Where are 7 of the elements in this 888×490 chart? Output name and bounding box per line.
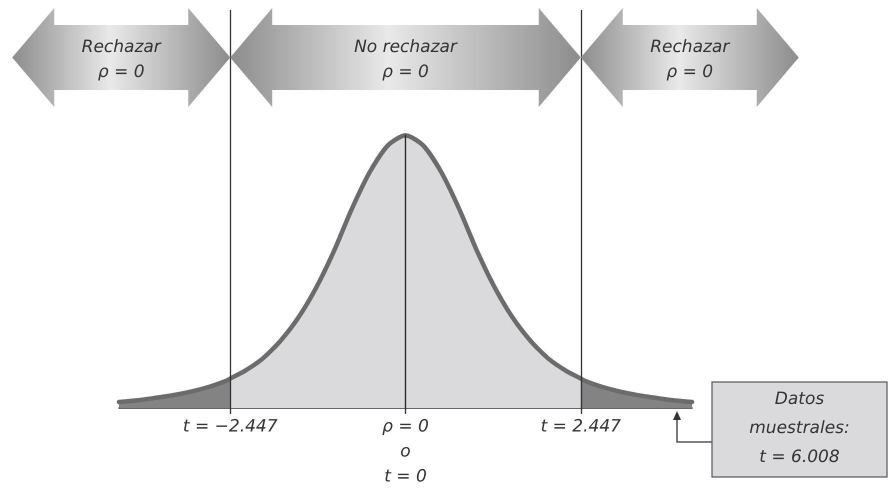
x-tick-label: ρ = 0 o t = 0 [382, 416, 429, 486]
text: Rechazar ρ = 0 [82, 37, 162, 82]
text: Datos muestrales: t = 6.008 [749, 389, 850, 467]
text: No rechazar ρ = 0 [354, 37, 458, 82]
x-tick-label: t = 2.447 [540, 416, 622, 436]
x-tick-label: t = −2.447 [182, 416, 278, 436]
text: Rechazar ρ = 0 [650, 37, 730, 82]
